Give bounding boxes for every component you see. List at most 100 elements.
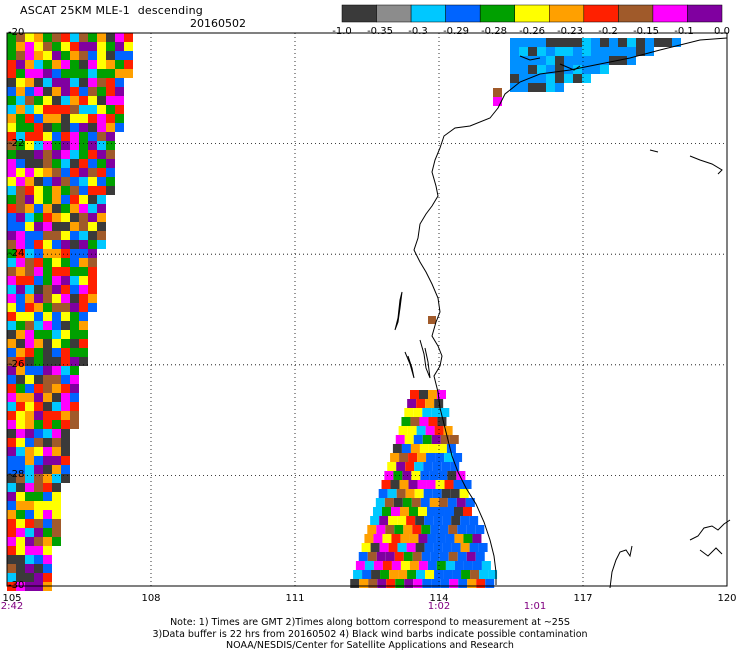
swath-cell [475, 552, 485, 561]
swath-cell [488, 570, 498, 579]
longitude-tick-label: 108 [141, 593, 161, 604]
swath-cell [61, 159, 70, 168]
swath-cell [564, 65, 573, 74]
swath-cell [70, 267, 79, 276]
swath-cell [43, 222, 52, 231]
swath-cell [564, 56, 573, 65]
swath-cell [97, 240, 106, 249]
swath-cell [417, 507, 427, 516]
swath-cell [97, 60, 106, 69]
swath-cell [409, 534, 419, 543]
swath-cell [61, 222, 70, 231]
swath-cell [52, 465, 61, 474]
swath-cell [546, 74, 555, 83]
swath-cell [428, 417, 438, 426]
swath-cell [52, 240, 61, 249]
swath-cell [52, 276, 61, 285]
swath-cell [25, 357, 34, 366]
swath-cell [106, 132, 115, 141]
swath-cell [460, 543, 470, 552]
swath-cell [618, 47, 627, 56]
swath-cell [416, 426, 426, 435]
colorbar-segment [652, 4, 688, 23]
swath-cell [34, 258, 43, 267]
swath-cell [43, 177, 52, 186]
swath-cell [528, 83, 537, 92]
swath-cell [7, 204, 16, 213]
swath-cell [16, 384, 25, 393]
swath-cell [573, 65, 582, 74]
colorbar-tick-label: -1.0 [332, 26, 352, 37]
swath-cell [25, 114, 34, 123]
swath-cell [34, 222, 43, 231]
swath-cell [25, 330, 34, 339]
swath-cell [16, 501, 25, 510]
swath-cell [43, 123, 52, 132]
swath-cell [600, 38, 609, 47]
swath-cell [43, 375, 52, 384]
swath-cell [475, 525, 485, 534]
swath-cell [600, 47, 609, 56]
swath-cell [417, 480, 427, 489]
swath-cell [493, 97, 502, 106]
swath-cell [61, 303, 70, 312]
swath-cell [7, 276, 16, 285]
swath-cell [564, 38, 573, 47]
swath-cell [454, 534, 464, 543]
swath-cell [16, 465, 25, 474]
colorbar-tick-label: -0.1 [674, 26, 694, 37]
swath-cell [7, 105, 16, 114]
swath-cell [97, 96, 106, 105]
swath-cell [510, 65, 519, 74]
swath-cell [7, 510, 16, 519]
swath-cell [663, 38, 672, 47]
swath-cell [34, 159, 43, 168]
swath-cell [419, 444, 429, 453]
swath-cell [106, 159, 115, 168]
swath-cell [61, 375, 70, 384]
swath-cell [97, 51, 106, 60]
swath-cell [106, 78, 115, 87]
swath-cell [418, 561, 428, 570]
latitude-tick-label: -30 [8, 580, 25, 591]
swath-cell [627, 47, 636, 56]
bottom-right-coast-path [609, 519, 731, 589]
swath-cell [7, 294, 16, 303]
swath-cell [25, 267, 34, 276]
swath-cell [16, 375, 25, 384]
swath-cell [79, 267, 88, 276]
swath-cell [124, 33, 133, 42]
swath-cell [52, 321, 61, 330]
swath-cell [16, 159, 25, 168]
swath-cell [397, 543, 407, 552]
swath-cell [444, 453, 454, 462]
swath-cell [412, 525, 422, 534]
swath-time-label: 2:42 [0, 601, 24, 612]
swath-cell [43, 285, 52, 294]
swath-cell [358, 552, 368, 561]
swath-cell [34, 366, 43, 375]
swath-cell [25, 87, 34, 96]
swath-cell [510, 47, 519, 56]
swath-cell [25, 465, 34, 474]
swath-cell [52, 375, 61, 384]
swath-cell [43, 519, 52, 528]
swath-cell [645, 47, 654, 56]
swath-cell [519, 83, 528, 92]
swath-cell [70, 87, 79, 96]
swath-cell [61, 357, 70, 366]
swath-cell [34, 465, 43, 474]
swath-cell [34, 402, 43, 411]
swath-time-label: 1:02 [427, 601, 451, 612]
swath-cell [97, 186, 106, 195]
swath-cell [409, 561, 419, 570]
swath-cell [25, 96, 34, 105]
swath-cell [97, 105, 106, 114]
swath-cell [61, 294, 70, 303]
swath-cell [25, 204, 34, 213]
swath-cell [25, 222, 34, 231]
swath-cell [61, 438, 70, 447]
swath-cell [115, 96, 124, 105]
swath-cell [16, 132, 25, 141]
colorbar-segment [479, 4, 515, 23]
